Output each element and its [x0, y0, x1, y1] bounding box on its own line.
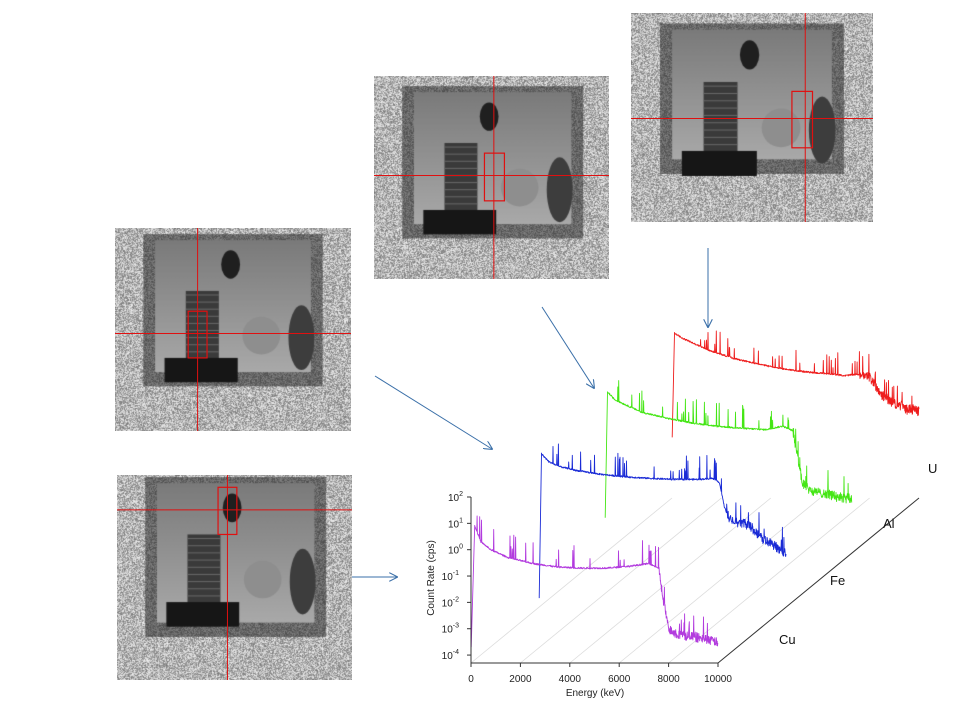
crosshair-overlay: [631, 13, 873, 222]
y-tick-label: 10-4: [442, 649, 459, 662]
target-box: [483, 152, 506, 202]
y-tick-label: 10-3: [442, 623, 459, 636]
xray-panel-cu: [117, 475, 352, 680]
xray-panel-fe: [115, 228, 351, 431]
series-line-al: [604, 380, 853, 518]
floor-gridline: [668, 497, 870, 664]
xray-image: [374, 76, 609, 279]
arrow-al: [541, 306, 594, 388]
y-axis-label: Count Rate (cps): [426, 540, 437, 616]
y-tick-label: 101: [448, 517, 463, 530]
depth-axis-line: [717, 497, 920, 664]
target-box: [187, 310, 208, 359]
series-line-u: [671, 330, 920, 438]
y-tick-label: 10-1: [442, 570, 459, 583]
x-tick-label: 8000: [657, 674, 680, 685]
series-line-cu: [470, 515, 719, 648]
crosshair-overlay: [115, 228, 351, 431]
y-tick-label: 102: [448, 491, 463, 504]
x-tick-label: 10000: [704, 674, 732, 685]
xray-panel-al: [374, 76, 609, 279]
crosshair-overlay: [117, 475, 352, 680]
series-line-fe: [538, 443, 787, 599]
target-box: [217, 486, 238, 536]
floor-gridline: [618, 497, 821, 664]
depth-floor: [470, 497, 920, 664]
x-tick-label: 0: [468, 674, 474, 685]
arrow-fe: [374, 375, 492, 449]
series-layer: [470, 330, 920, 648]
floor-gridline: [520, 497, 722, 664]
xray-image: [115, 228, 351, 431]
floor-gridline: [470, 497, 673, 664]
x-axis-label: Energy (keV): [566, 688, 624, 699]
xray-image: [117, 475, 352, 680]
target-box: [791, 90, 814, 149]
depth-label-al: Al: [883, 516, 895, 531]
crosshair-overlay: [374, 76, 609, 279]
x-tick-label: 4000: [559, 674, 582, 685]
x-tick-label: 6000: [608, 674, 631, 685]
y-tick-label: 10-2: [442, 596, 459, 609]
depth-label-cu: Cu: [779, 632, 796, 647]
front-axes: 0 2000 4000 6000 8000 10000 102 101 100 10-1 10-2 1…: [442, 491, 733, 685]
xray-panel-u: [631, 13, 873, 222]
depth-label-u: U: [928, 461, 937, 476]
y-tick-label: 100: [448, 544, 463, 557]
xray-image: [631, 13, 873, 222]
depth-label-fe: Fe: [830, 573, 845, 588]
x-tick-label: 2000: [509, 674, 532, 685]
